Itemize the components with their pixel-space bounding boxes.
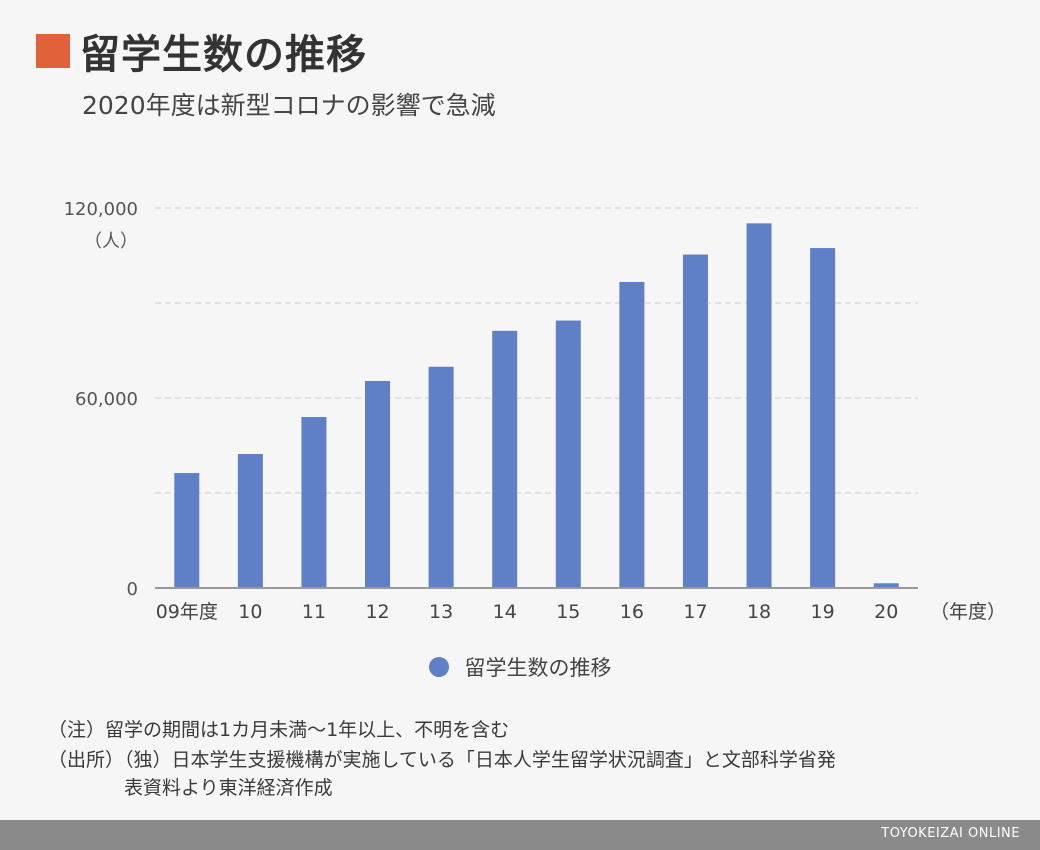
chart-title: 留学生数の推移 (80, 32, 367, 78)
note-text: （注）留学の期間は1カ月未満〜1年以上、不明を含む (48, 719, 510, 741)
footer-bar: TOYOKEIZAI ONLINE (0, 820, 1040, 850)
y-unit-label: （人） (84, 231, 138, 252)
x-tick-label: 13 (429, 601, 453, 623)
bar-5 (492, 330, 518, 588)
x-tick-label: 19 (811, 601, 835, 623)
y-tick-labels: 0 60,000 120,000 (64, 199, 138, 600)
source-text-continued: 表資料より東洋経済作成 (124, 777, 333, 799)
legend-marker (428, 657, 449, 677)
title-square-icon (36, 34, 70, 68)
bar-1 (237, 453, 263, 588)
bar-0 (174, 473, 200, 588)
x-tick-label: 14 (493, 601, 517, 623)
x-tick-label: 16 (620, 601, 644, 623)
bar-11 (873, 583, 899, 588)
title-block: 留学生数の推移 (36, 22, 367, 80)
x-tick-label: 12 (365, 601, 389, 623)
footer-brand: TOYOKEIZAI ONLINE (881, 826, 1020, 841)
x-tick-labels: 09年度 10 11 12 13 14 15 16 17 18 19 20 (156, 601, 899, 623)
x-tick-label: 20 (874, 601, 898, 623)
bar-8 (682, 254, 708, 589)
y-tick-label: 120,000 (64, 199, 138, 220)
bar-4 (428, 366, 454, 588)
bars (174, 223, 899, 589)
legend: 留学生数の推移 (0, 652, 1040, 682)
x-tick-label: 15 (556, 601, 580, 623)
chart-subtitle: 2020年度は新型コロナの影響で急減 (82, 91, 496, 120)
x-tick-label: 10 (238, 601, 262, 623)
bar-9 (746, 223, 772, 588)
legend-label: 留学生数の推移 (464, 656, 612, 680)
source-text: （出所）（独）日本学生支援機構が実施している「日本人学生留学状況調査」と文部科学… (48, 749, 836, 771)
y-tick-label: 0 (127, 579, 138, 600)
y-tick-label: 60,000 (75, 389, 138, 410)
x-tick-label: 11 (302, 601, 326, 623)
bar-2 (301, 417, 327, 588)
bar-10 (810, 248, 836, 589)
bar-chart: 0 60,000 120,000 09年度 10 11 12 13 14 15 16 17 18 19 2… (64, 199, 1006, 623)
x-tick-label: 18 (747, 601, 771, 623)
bar-3 (365, 380, 391, 588)
x-tick-label: 09年度 (156, 601, 218, 623)
x-unit-label: （年度） (930, 601, 1006, 623)
bar-7 (619, 281, 645, 588)
x-tick-label: 17 (683, 601, 707, 623)
bar-6 (555, 320, 581, 588)
grid-lines (155, 207, 918, 494)
